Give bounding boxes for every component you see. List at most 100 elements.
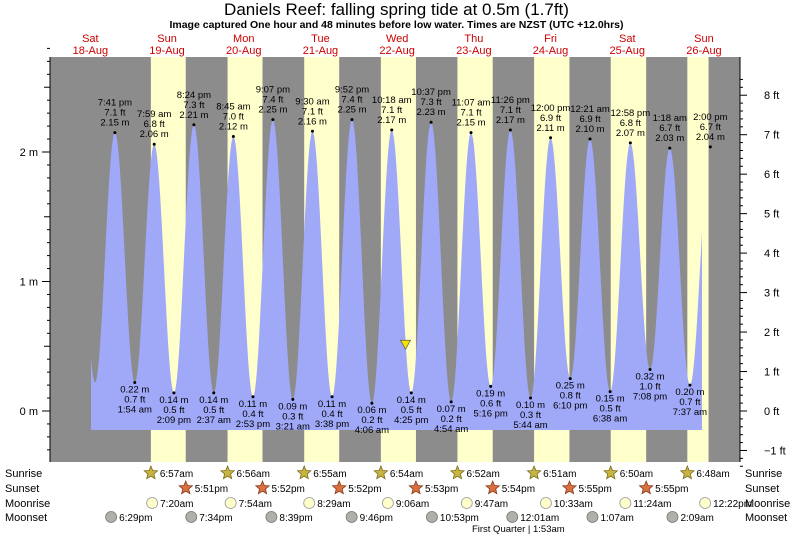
sunset-time: 5:55pm (578, 484, 611, 495)
extreme-label: 0.4 ft (321, 409, 342, 420)
extreme-label: 0.7 ft (679, 397, 700, 408)
extreme-label: 6:10 pm (553, 401, 587, 412)
day-name-label: Sat (82, 33, 99, 45)
extreme-dot (152, 142, 156, 146)
sunset-icon (561, 479, 578, 495)
extreme-label: 0.5 ft (401, 405, 422, 416)
row-label-right: Moonset (745, 512, 787, 524)
moon-phase-label: First Quarter | 1:53am (472, 524, 565, 535)
extreme-label: 10:18 am (372, 95, 412, 106)
extreme-label: 0.07 m (437, 404, 466, 415)
right-tick-label: −1 ft (764, 445, 786, 457)
extreme-label: 7:41 pm (98, 98, 132, 109)
extreme-label: 0.5 ft (203, 405, 224, 416)
sunrise-icon (373, 464, 389, 480)
day-name-label: Sat (619, 33, 636, 45)
extreme-label: 6.9 ft (540, 113, 561, 124)
moonrise-time: 7:20am (160, 499, 193, 510)
day-name-label: Mon (233, 33, 254, 45)
extreme-label: 10:37 pm (411, 87, 451, 98)
extreme-dot (291, 397, 295, 401)
sunset-time: 5:52pm (271, 484, 304, 495)
sunrise-time: 6:55am (313, 469, 346, 480)
moonset-time: 10:53pm (440, 513, 479, 524)
moonset-icon (105, 511, 117, 523)
moonrise-time: 7:54am (239, 499, 272, 510)
extreme-label: 2.10 m (575, 124, 604, 135)
sunrise-time: 6:57am (160, 469, 193, 480)
day-name-label: Wed (386, 33, 408, 45)
sunset-icon (484, 479, 501, 495)
sunrise-icon (679, 464, 696, 480)
right-tick-label: 8 ft (764, 90, 779, 102)
extreme-label: 0.06 m (357, 405, 386, 416)
day-name-label: Sun (694, 33, 714, 45)
current-marker (399, 339, 412, 350)
right-tick-label: 7 ft (764, 130, 779, 142)
row-label-left: Moonrise (5, 498, 50, 510)
extreme-label: 2:09 pm (157, 415, 191, 426)
extreme-label: 7:59 am (137, 109, 171, 120)
extreme-label: 12:00 pm (531, 103, 571, 114)
extreme-dot (409, 391, 413, 395)
day-date-label: 21-Aug (303, 45, 338, 57)
sunrise-time: 6:51am (543, 469, 576, 480)
extreme-dot (549, 136, 553, 140)
extreme-dot (449, 400, 453, 404)
extreme-label: 0.10 m (516, 400, 545, 411)
extreme-label: 0.11 m (239, 399, 267, 410)
moonrise-icon (146, 497, 159, 509)
extreme-label: 3:21 am (276, 421, 310, 432)
moonset-time: 1:07am (600, 513, 633, 524)
extreme-label: 0.5 ft (600, 404, 621, 415)
extreme-label: 2.04 m (696, 132, 725, 143)
extreme-label: 0.19 m (476, 388, 505, 399)
moonset-time: 9:46pm (360, 513, 393, 524)
extreme-dot (330, 395, 334, 399)
extreme-label: 4:54 am (434, 424, 468, 435)
extreme-dot (568, 377, 572, 381)
row-label-left: Moonset (5, 512, 47, 524)
extreme-label: 0.22 m (120, 385, 149, 396)
moonrise-time: 9:06am (396, 499, 429, 510)
row-label-left: Sunset (5, 483, 39, 495)
sunrise-icon (296, 464, 312, 480)
moonrise-time: 8:29am (317, 499, 350, 510)
extreme-dot (429, 120, 433, 124)
extreme-label: 4:06 am (355, 425, 389, 436)
day-date-label: 19-Aug (149, 45, 184, 57)
extreme-label: 0.5 ft (163, 405, 184, 416)
extreme-label: 0.14 m (159, 395, 188, 406)
extreme-label: 8:24 pm (177, 90, 211, 101)
extreme-label: 2.21 m (179, 110, 208, 121)
moonset-icon (666, 511, 679, 523)
extreme-label: 0.14 m (199, 395, 228, 406)
sunrise-time: 6:52am (466, 469, 499, 480)
moonset-icon (586, 511, 599, 523)
sunrise-time: 6:54am (390, 469, 423, 480)
day-name-label: Tue (311, 33, 330, 45)
extreme-label: 8:45 am (216, 101, 250, 112)
moonrise-icon (381, 497, 394, 509)
extreme-label: 7:08 pm (633, 392, 667, 403)
extreme-label: 2:53 pm (236, 419, 270, 430)
extreme-label: 7.3 ft (421, 97, 442, 108)
extreme-dot (231, 134, 235, 138)
extreme-label: 0.3 ft (282, 411, 303, 422)
day-labels: Sat18-AugSun19-AugMon20-AugTue21-AugWed2… (73, 33, 722, 57)
extreme-label: 0.3 ft (520, 410, 541, 421)
sunset-time: 5:52pm (348, 484, 381, 495)
extreme-label: 2.17 m (377, 115, 406, 126)
moonrise-time: 12:22pm (713, 499, 752, 510)
moonset-time: 2:09am (680, 513, 713, 524)
extreme-label: 6.7 ft (700, 122, 721, 133)
extreme-label: 6.8 ft (144, 119, 165, 130)
right-tick-label: 4 ft (764, 248, 779, 260)
right-tick-label: 0 ft (764, 406, 779, 418)
moonset-icon (345, 511, 358, 523)
extreme-label: 9:52 pm (335, 85, 369, 96)
extreme-dot (113, 131, 117, 135)
extreme-dot (648, 368, 652, 372)
sunset-icon (408, 479, 424, 495)
